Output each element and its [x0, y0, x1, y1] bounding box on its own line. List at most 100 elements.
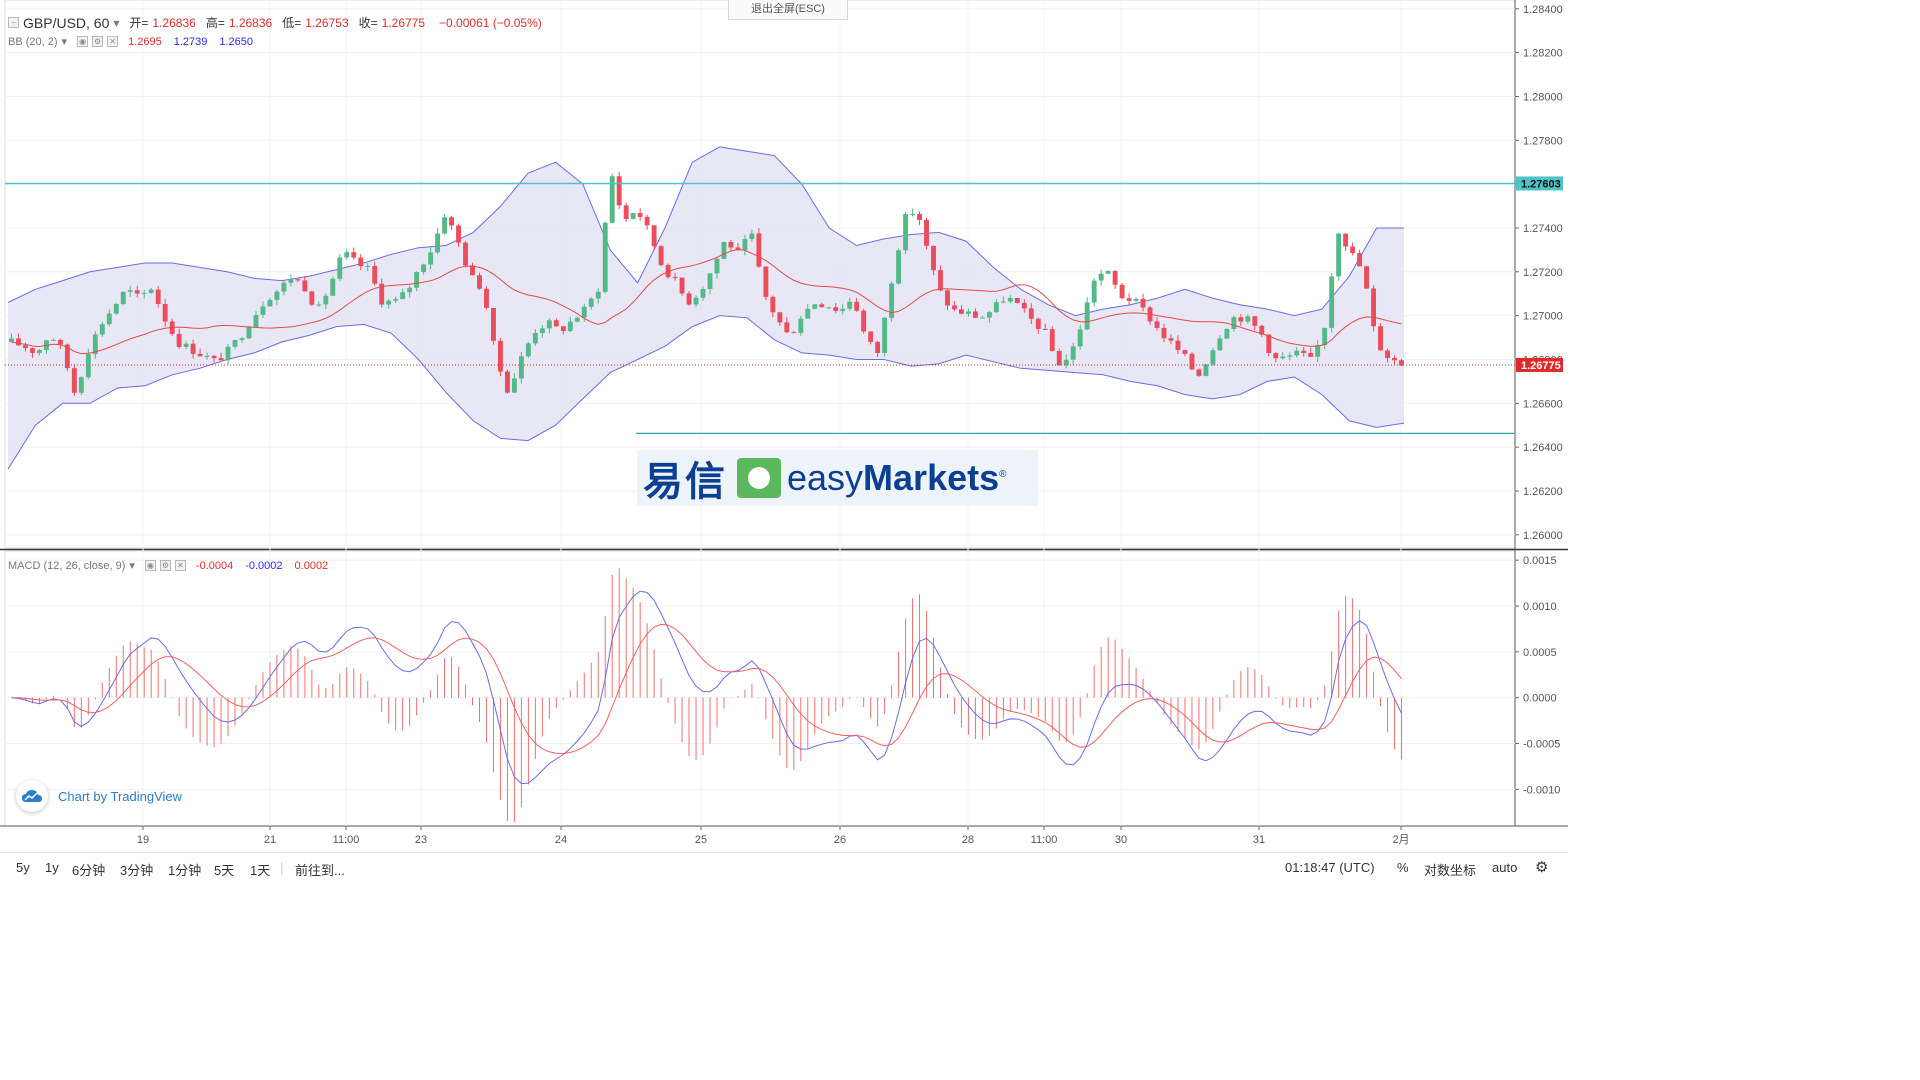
range-6min-button[interactable]: 6分钟 [72, 863, 106, 878]
eye-icon[interactable]: ◉ [77, 36, 89, 47]
candle-body [630, 212, 636, 219]
candle-body [92, 334, 98, 355]
macd-signal-line [11, 623, 1402, 755]
candle-body [1252, 316, 1258, 326]
symbol-name[interactable]: GBP/USD, 60 [23, 14, 110, 31]
candle-body [854, 301, 860, 311]
candle-body [400, 292, 406, 300]
log-scale-button[interactable]: 对数坐标 [1424, 863, 1477, 878]
candle-body [1112, 270, 1118, 285]
credit-text[interactable]: Chart by TradingView [58, 788, 183, 804]
candle-body [1007, 297, 1013, 302]
chart-canvas[interactable]: 1.284001.282001.280001.278001.276001.274… [0, 0, 1568, 882]
collapse-icon[interactable]: − [8, 17, 19, 28]
bb-name[interactable]: BB (20, 2) [8, 35, 58, 48]
candle-body [812, 304, 818, 309]
candle-body [1063, 359, 1069, 366]
close-icon[interactable]: ✕ [174, 560, 186, 571]
candle-body [965, 311, 971, 314]
settings-icon[interactable]: ⚙ [159, 560, 171, 571]
candle-body [428, 252, 434, 265]
candle-body [71, 368, 77, 393]
range-1d-button[interactable]: 1天 [250, 863, 271, 878]
goto-button[interactable]: 前往到... [295, 863, 345, 878]
bb-dropdown-icon[interactable]: ▾ [61, 36, 68, 48]
candle-body [57, 339, 63, 345]
candle-body [986, 312, 992, 318]
candle-body [204, 355, 210, 357]
candle-body [1322, 327, 1328, 346]
candle-body [1399, 360, 1404, 366]
macd-line [11, 590, 1402, 785]
candle-body [1308, 352, 1314, 357]
candle-body [1154, 321, 1160, 328]
candle-body [1357, 253, 1363, 267]
macd-line-value: -0.0002 [245, 559, 283, 572]
candle-body [532, 333, 538, 344]
candle-body [1203, 364, 1209, 376]
macd-histogram [17, 568, 1403, 823]
candle-body [889, 283, 895, 318]
range-1min-button[interactable]: 1分钟 [168, 863, 202, 878]
candle-body [1350, 246, 1356, 254]
candle-body [833, 307, 839, 311]
candle-body [805, 308, 811, 319]
range-1y-button[interactable]: 1y [45, 860, 59, 875]
candle-body [588, 298, 594, 307]
candle-body [1042, 328, 1048, 330]
bb-lower-value: 1.2650 [219, 35, 254, 48]
time-tick-label: 19 [137, 834, 149, 846]
candle-body [1287, 355, 1293, 357]
candle-body [651, 225, 657, 247]
candle-body [714, 258, 720, 274]
macd-tick-label: 0.0015 [1523, 555, 1557, 567]
eye-icon[interactable]: ◉ [144, 560, 156, 571]
candle-body [728, 242, 734, 248]
candle-body [518, 356, 524, 379]
candle-body [1056, 351, 1062, 366]
candle-body [539, 328, 545, 334]
range-3min-button[interactable]: 3分钟 [120, 863, 154, 878]
close-icon[interactable]: ✕ [107, 36, 119, 47]
candle-body [16, 338, 21, 346]
candle-body [1028, 308, 1034, 319]
candle-body [1175, 340, 1181, 350]
tradingview-credit[interactable]: Chart by TradingView [16, 780, 182, 812]
candle-body [120, 291, 126, 305]
candle-body [78, 377, 84, 393]
price-tick-label: 1.27400 [1523, 223, 1563, 235]
macd-dropdown-icon[interactable]: ▾ [129, 560, 135, 572]
last-price-label: 1.26775 [1521, 360, 1561, 372]
easymarkets-logo-icon [737, 458, 781, 498]
candle-body [952, 305, 957, 310]
candle-body [449, 217, 454, 226]
symbol-dropdown-icon[interactable]: ▾ [113, 15, 120, 30]
candles-group [9, 171, 1404, 397]
candle-body [211, 355, 217, 359]
macd-name[interactable]: MACD (12, 26, close, 9) [8, 559, 126, 572]
time-tick-label: 24 [555, 834, 567, 846]
percent-button[interactable]: % [1397, 860, 1409, 875]
candle-body [616, 176, 622, 206]
macd-tick-label: 0.0010 [1523, 601, 1557, 613]
candle-body [945, 290, 950, 306]
candle-body [246, 327, 252, 339]
range-5d-button[interactable]: 5天 [214, 863, 235, 878]
candle-body [1119, 284, 1125, 299]
range-5y-button[interactable]: 5y [16, 860, 30, 875]
settings-icon[interactable]: ⚙ [92, 36, 104, 47]
candle-body [791, 332, 797, 334]
candle-body [1126, 298, 1132, 301]
candle-body [979, 317, 985, 319]
exit-fullscreen-button[interactable]: 退出全屏(ESC) [728, 0, 848, 20]
candle-body [1196, 369, 1202, 376]
candle-body [903, 214, 909, 251]
candle-body [190, 343, 196, 354]
candle-body [1084, 302, 1090, 330]
macd-tick-label: 0.0005 [1523, 647, 1557, 659]
candle-body [756, 233, 762, 267]
candle-body [316, 304, 322, 306]
gear-icon[interactable]: ⚙ [1535, 859, 1549, 876]
candle-body [560, 326, 566, 331]
auto-scale-button[interactable]: auto [1492, 860, 1518, 875]
